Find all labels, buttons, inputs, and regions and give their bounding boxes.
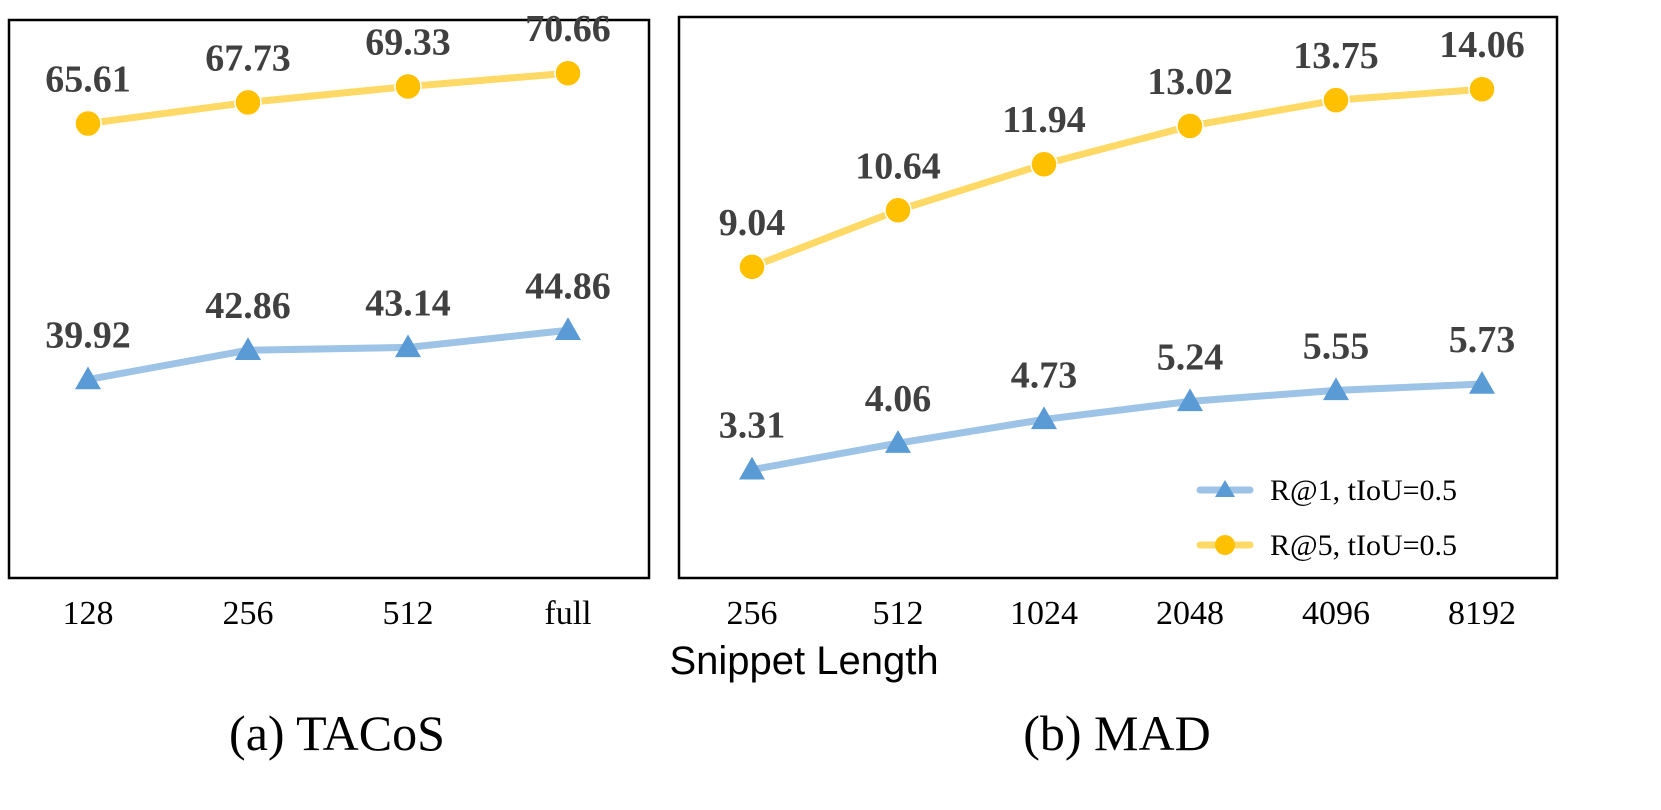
x-tick-label: 512 xyxy=(873,595,924,632)
x-tick-label: 128 xyxy=(63,595,114,632)
panel-b-plot: 3.31 4.06 4.73 5.24 5.55 5.73 9.04 10.64 11.94 13… xyxy=(719,24,1525,480)
legend-label-r5: R@5, tIoU=0.5 xyxy=(1270,529,1457,562)
data-point-r5 xyxy=(74,109,102,138)
data-point-r5 xyxy=(234,88,262,117)
data-label: 13.02 xyxy=(1147,61,1233,103)
x-tick-label: 1024 xyxy=(1010,595,1078,632)
x-tick-label: 8192 xyxy=(1448,595,1516,632)
x-axis-title: Snippet Length xyxy=(669,639,938,683)
data-label: 4.73 xyxy=(1011,354,1078,396)
data-label: 69.33 xyxy=(365,21,451,63)
data-point-r5 xyxy=(884,196,912,225)
data-point-r1 xyxy=(1177,388,1203,412)
data-label: 5.24 xyxy=(1157,336,1224,378)
legend-item-r5: R@5, tIoU=0.5 xyxy=(1196,529,1457,562)
caption-a: (a) TACoS xyxy=(229,705,445,761)
data-label: 42.86 xyxy=(205,285,291,327)
series-line-r1 xyxy=(84,326,572,384)
series-line-r1 xyxy=(748,380,1486,474)
data-label: 39.92 xyxy=(45,315,131,357)
data-point-r5 xyxy=(394,72,422,101)
data-label: 5.55 xyxy=(1303,325,1370,367)
data-point-r1 xyxy=(739,456,765,480)
legend-triangle-icon xyxy=(1215,480,1235,497)
x-tick-label: 4096 xyxy=(1302,595,1370,632)
data-label: 70.66 xyxy=(525,8,611,50)
x-tick-label: 2048 xyxy=(1156,595,1224,632)
data-label: 67.73 xyxy=(205,37,291,79)
data-point-r1 xyxy=(395,334,421,358)
legend-circle-icon xyxy=(1215,535,1235,555)
panel-b-x-ticks: 256 512 1024 2048 4096 8192 xyxy=(727,595,1517,632)
data-point-r1 xyxy=(1323,377,1349,401)
data-point-r1 xyxy=(1031,406,1057,430)
data-point-r1 xyxy=(885,430,911,453)
data-point-r5 xyxy=(1030,150,1058,178)
data-label: 10.64 xyxy=(855,145,941,187)
data-label: 44.86 xyxy=(525,265,611,307)
legend-label-r1: R@1, tIoU=0.5 xyxy=(1270,474,1457,507)
series-line-r5 xyxy=(748,85,1486,271)
legend-item-r1: R@1, tIoU=0.5 xyxy=(1196,474,1457,507)
panel-b-frame xyxy=(677,15,1559,580)
data-point-r5 xyxy=(554,59,582,87)
data-label: 43.14 xyxy=(365,282,451,324)
panel-a-x-ticks: 128 256 512 full xyxy=(63,595,592,632)
data-point-r5 xyxy=(1468,75,1496,103)
panel-a-plot: 39.92 42.86 43.14 44.86 65.61 67.73 69.33 70.66 xyxy=(45,8,611,390)
data-label: 5.73 xyxy=(1449,319,1516,361)
data-label: 14.06 xyxy=(1439,24,1525,66)
data-point-r1 xyxy=(1469,371,1495,394)
data-point-r5 xyxy=(1322,86,1350,114)
data-label: 65.61 xyxy=(45,59,131,101)
x-tick-label: 256 xyxy=(223,595,274,632)
data-point-r1 xyxy=(75,366,101,390)
legend: R@1, tIoU=0.5 R@5, tIoU=0.5 xyxy=(1196,474,1457,562)
data-label: 4.06 xyxy=(865,378,932,420)
data-point-r5 xyxy=(1176,112,1204,140)
x-tick-label: 512 xyxy=(383,595,434,632)
x-tick-label: full xyxy=(544,595,591,632)
data-label: 3.31 xyxy=(719,405,786,447)
data-label: 13.75 xyxy=(1293,35,1379,77)
caption-b: (b) MAD xyxy=(1023,705,1210,761)
x-tick-label: 256 xyxy=(727,595,778,632)
series-line-r5 xyxy=(84,69,572,128)
data-label: 9.04 xyxy=(719,202,786,244)
data-point-r1 xyxy=(555,317,581,341)
data-label: 11.94 xyxy=(1002,99,1085,141)
data-point-r5 xyxy=(738,253,766,281)
panel-a-frame xyxy=(7,18,651,580)
data-point-r1 xyxy=(235,337,261,360)
